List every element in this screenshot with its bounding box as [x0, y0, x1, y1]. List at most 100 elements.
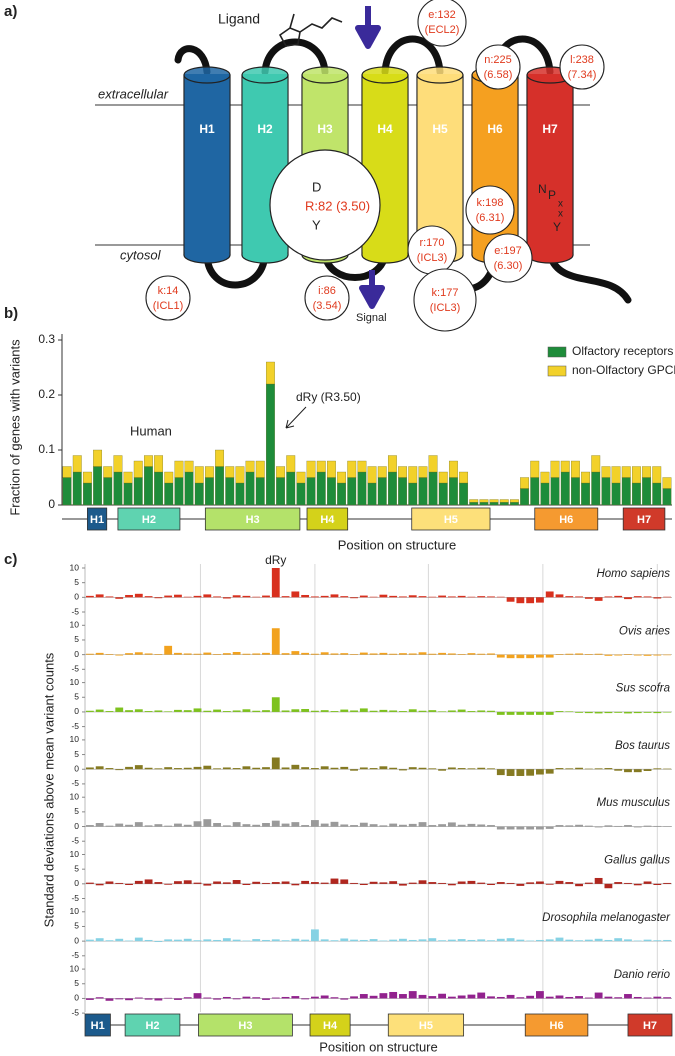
bar	[545, 826, 554, 829]
y-tick-label: 0.2	[38, 387, 55, 401]
bar	[232, 822, 241, 827]
variant-name: e:132	[428, 9, 456, 21]
y-tick-label: 10	[70, 963, 80, 973]
bar	[526, 711, 535, 715]
variant-circle	[475, 44, 521, 90]
bar	[281, 940, 290, 942]
bar	[506, 826, 515, 830]
bar	[193, 940, 202, 942]
bar	[359, 595, 368, 598]
bar	[105, 596, 114, 598]
bar	[448, 477, 458, 506]
bar	[389, 767, 398, 770]
bar	[624, 769, 632, 773]
bar	[594, 768, 603, 770]
helix-top	[241, 66, 289, 84]
y-tick-label: 0	[74, 592, 79, 602]
bar	[262, 710, 270, 712]
variant-position: (6.58)	[484, 69, 513, 81]
y-tick-label: 0	[74, 706, 79, 716]
bar	[340, 998, 349, 1000]
bar	[291, 651, 300, 655]
bar	[301, 709, 310, 712]
bar	[418, 596, 427, 598]
bar	[252, 939, 261, 942]
bar	[428, 882, 437, 884]
bar	[125, 998, 133, 1001]
bar	[340, 879, 349, 884]
bar	[536, 597, 544, 603]
bar	[359, 767, 368, 770]
bar	[113, 471, 123, 506]
bar	[604, 768, 613, 770]
bar	[105, 940, 114, 942]
bar	[174, 460, 184, 478]
bar	[85, 998, 94, 1000]
helix-label: H1	[199, 122, 215, 136]
bar	[584, 997, 593, 999]
bar	[447, 710, 456, 712]
bar	[203, 819, 212, 827]
bar	[281, 996, 290, 999]
bar	[252, 767, 261, 770]
bar	[347, 477, 357, 506]
bar	[123, 482, 133, 506]
bar	[594, 938, 603, 942]
bar	[663, 711, 672, 713]
bar	[663, 654, 672, 656]
y-tick-label: 10	[70, 562, 80, 572]
bar	[369, 881, 378, 884]
bar	[174, 652, 182, 655]
variant-circle	[304, 275, 350, 321]
bar	[408, 482, 418, 506]
y-tick-label: 0	[48, 497, 55, 511]
bar	[530, 460, 540, 478]
variant-name: i:86	[318, 285, 336, 297]
bar	[301, 825, 310, 827]
npxxy-letter: P	[548, 188, 556, 202]
helix-segment-label: H4	[323, 1020, 338, 1032]
variant-circle	[465, 185, 515, 235]
bar	[565, 825, 574, 827]
helix-segment-label: H6	[550, 1020, 564, 1032]
annotation: Human	[130, 423, 172, 438]
bar	[408, 595, 417, 598]
bar	[184, 460, 194, 473]
bar	[350, 996, 358, 999]
bar	[72, 455, 82, 473]
bar	[379, 709, 388, 712]
variant-circle	[559, 44, 605, 90]
bar	[399, 994, 407, 999]
bar	[252, 881, 261, 884]
bar	[516, 883, 525, 886]
bar	[242, 883, 251, 886]
bar	[340, 653, 349, 655]
bar	[624, 825, 632, 827]
bar	[367, 482, 377, 506]
bar	[330, 997, 339, 999]
bar	[540, 482, 550, 506]
y-tick-label: 0	[74, 649, 79, 659]
bar	[516, 597, 525, 604]
panel-label: b)	[4, 305, 18, 322]
bar	[652, 482, 662, 506]
bar	[123, 471, 133, 484]
bar	[545, 769, 554, 774]
bar	[506, 711, 515, 715]
bar	[225, 466, 235, 478]
bar	[310, 820, 319, 827]
y-tick-label: 0	[74, 935, 79, 945]
bar	[326, 460, 336, 478]
bar	[389, 881, 398, 884]
bar	[624, 597, 632, 600]
helix-segment-label: H3	[238, 1020, 252, 1032]
bar	[662, 477, 672, 489]
bar	[467, 939, 476, 942]
npxxy-letter: x	[558, 199, 563, 210]
bar	[477, 710, 486, 712]
y-tick-label: 5	[74, 634, 79, 644]
bar	[82, 482, 92, 506]
bar	[653, 883, 662, 886]
bar	[105, 768, 114, 770]
bar	[310, 882, 319, 884]
